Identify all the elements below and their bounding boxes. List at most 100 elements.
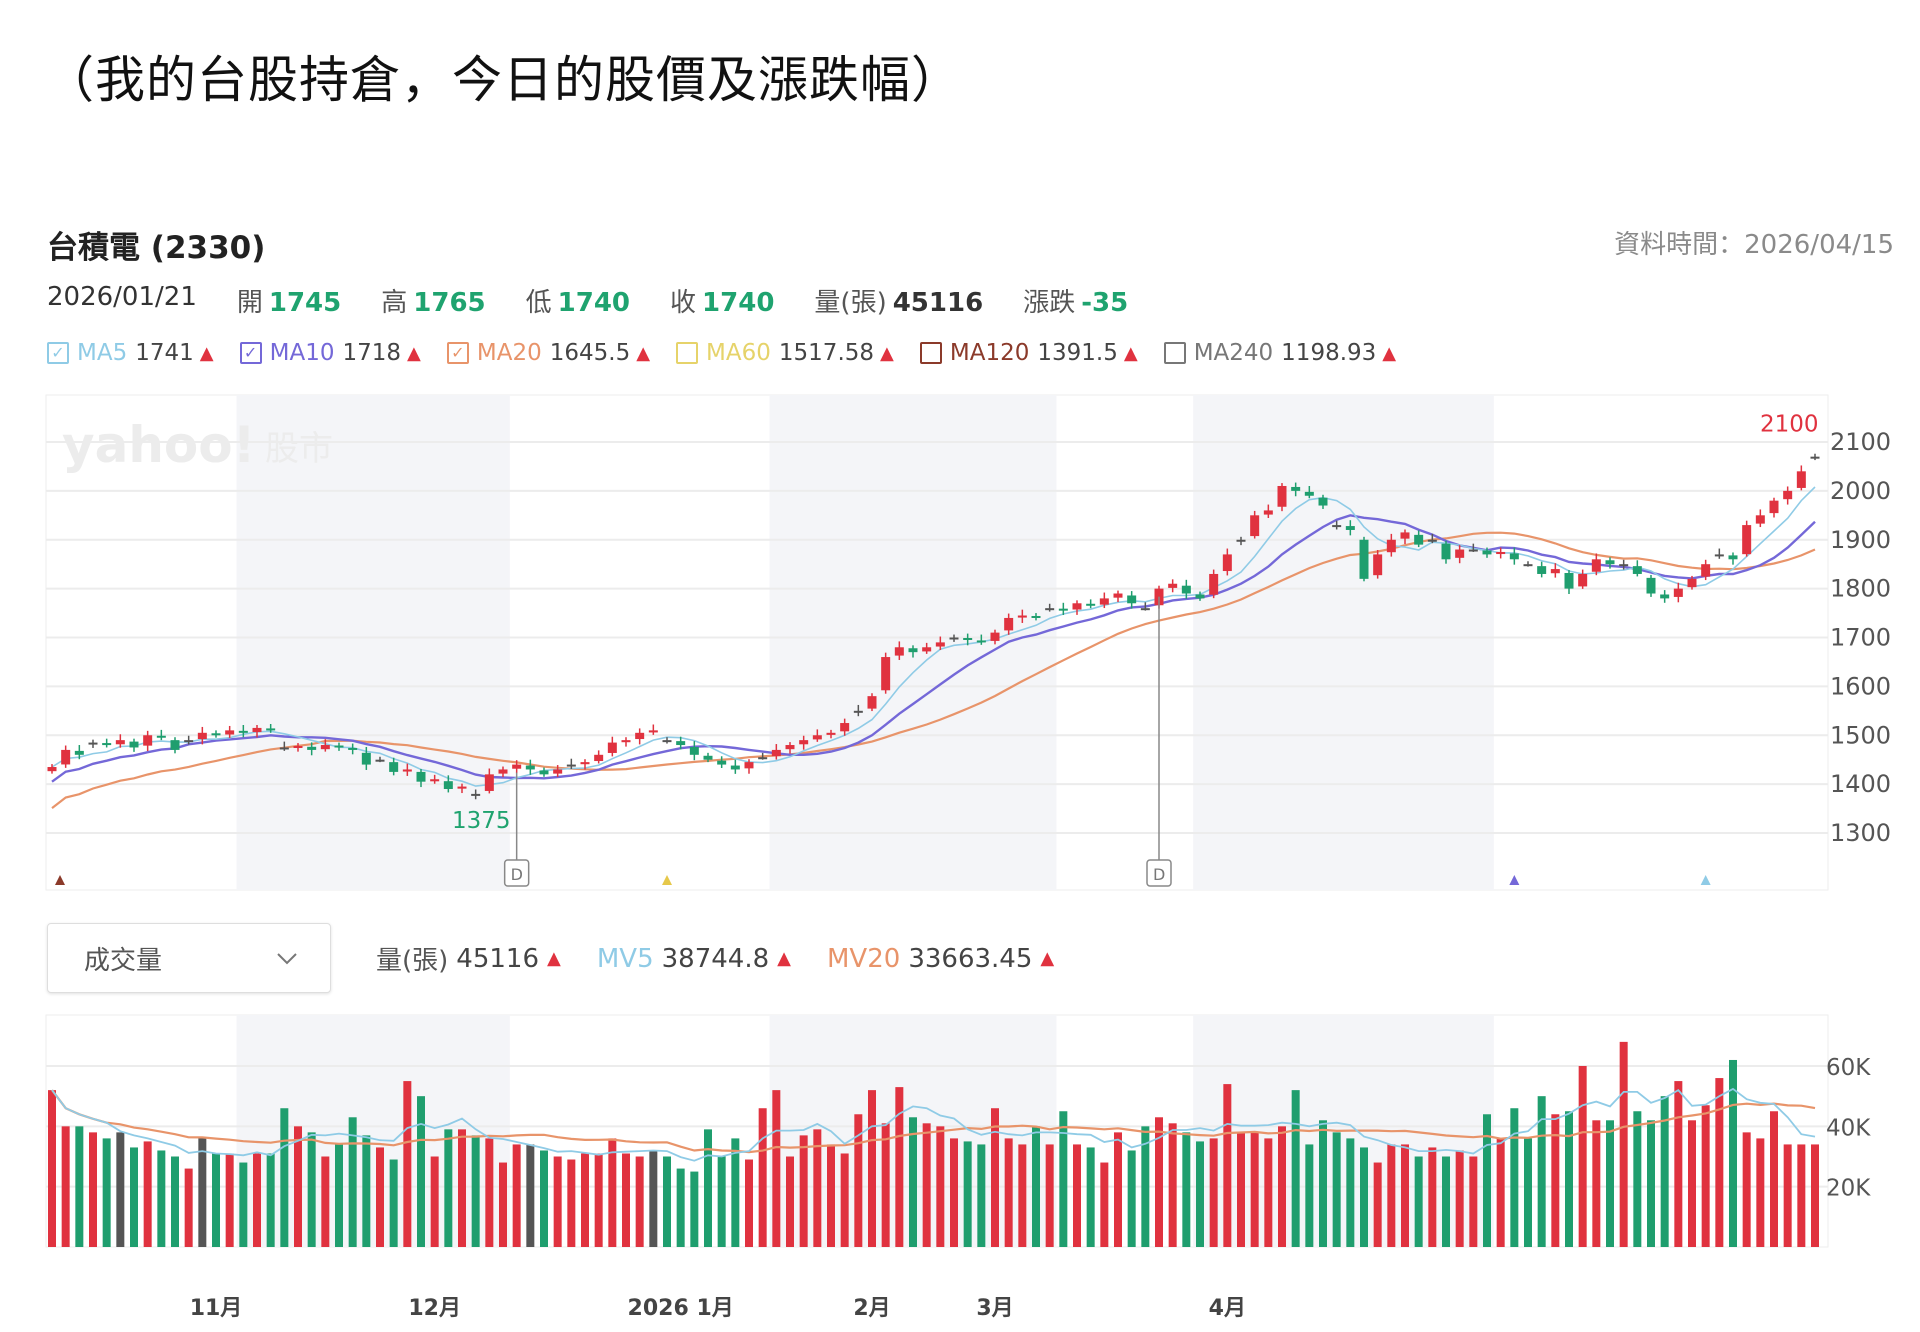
- volume-bar: [1045, 1144, 1054, 1247]
- x-month-label: 3月: [976, 1296, 1014, 1321]
- volume-bar: [1100, 1162, 1109, 1247]
- checkbox-checked-icon[interactable]: ✓: [239, 342, 262, 364]
- ma-name: MA120: [949, 340, 1030, 366]
- candle: [717, 760, 727, 765]
- checkbox-checked-icon[interactable]: ✓: [47, 342, 69, 364]
- volume-bar: [1018, 1144, 1027, 1247]
- volume-bar: [458, 1129, 466, 1247]
- price-candlestick-chart[interactable]: 1300 1400 1500 1600 1700 1800 1900 2000 2100 yaho…: [0, 385, 1920, 905]
- candle: [648, 730, 658, 733]
- candle: [1099, 598, 1109, 605]
- event-marker-icon: [55, 875, 65, 885]
- candle: [211, 733, 221, 736]
- candle: [1591, 559, 1601, 572]
- candle: [703, 755, 713, 760]
- up-triangle-icon: ▲: [636, 342, 651, 364]
- volume-legend-name: 量(張): [376, 946, 449, 976]
- volume-bar: [1319, 1120, 1327, 1247]
- indicator-dropdown[interactable]: 成交量: [47, 923, 331, 993]
- checkbox-empty-icon[interactable]: [919, 342, 942, 364]
- volume-bar: [813, 1129, 822, 1247]
- volume-bar: [1223, 1084, 1232, 1247]
- volume-legend-value: 45116: [456, 943, 540, 974]
- volume-bar: [266, 1153, 275, 1247]
- volume-bar: [1114, 1132, 1122, 1247]
- checkbox-empty-icon[interactable]: [676, 342, 699, 364]
- volume-bar: [1469, 1156, 1478, 1247]
- volume-bar: [963, 1141, 972, 1247]
- ohlc-date: 2026/01/21: [47, 282, 197, 312]
- candle: [1742, 525, 1752, 555]
- volume-bar: [1401, 1144, 1409, 1247]
- volume-bar: [1264, 1138, 1273, 1247]
- volume-bar: [881, 1123, 890, 1247]
- volume-legend-item: MV5 38744.8 ▲: [597, 944, 791, 974]
- volume-bar: [1059, 1111, 1068, 1247]
- volume-bar: [676, 1168, 685, 1247]
- volume-bar: [198, 1138, 207, 1247]
- candle: [525, 765, 535, 770]
- volume-legend-item: 量(張) 45116 ▲: [376, 940, 561, 977]
- chevron-down-icon: [276, 943, 298, 973]
- candle: [1783, 490, 1793, 500]
- candle: [785, 745, 795, 750]
- volume-bar: [1483, 1114, 1491, 1247]
- volume-bar-chart[interactable]: 20K 40K 60K: [0, 1005, 1920, 1285]
- volume-bar: [553, 1156, 562, 1247]
- up-triangle-icon: ▲: [880, 342, 894, 364]
- ma-toggle-ma5[interactable]: ✓ MA5 1741 ▲: [47, 340, 214, 366]
- volume-bar: [840, 1153, 849, 1247]
- y-tick-label: 2000: [1830, 477, 1891, 505]
- candle: [1482, 550, 1492, 555]
- month-band: [769, 395, 1057, 890]
- volume-bar: [389, 1159, 398, 1247]
- volume-bar: [1592, 1120, 1601, 1247]
- volume-bar: [1196, 1141, 1204, 1247]
- ma-toggle-ma120[interactable]: MA120 1391.5 ▲: [919, 340, 1138, 366]
- candle: [334, 745, 344, 748]
- volume-bar: [485, 1138, 494, 1247]
- candle: [1072, 603, 1082, 610]
- candle: [238, 730, 248, 733]
- volume-bar: [1291, 1090, 1300, 1247]
- volume-bar: [403, 1081, 412, 1247]
- candle: [935, 642, 945, 647]
- volume-bar: [1660, 1096, 1669, 1247]
- volume-bar: [1633, 1111, 1642, 1247]
- month-band: [1193, 395, 1494, 890]
- volume-bar: [827, 1144, 835, 1247]
- candle: [1728, 555, 1738, 560]
- volume-bar: [376, 1147, 384, 1247]
- volume-bar: [895, 1087, 904, 1247]
- ohlc-summary: 2026/01/21 開 1745 高 1765 低 1740 收 1740 量(張) 45116…: [47, 282, 1168, 319]
- volume-bar: [786, 1156, 794, 1247]
- candle: [730, 765, 740, 770]
- event-marker-icon: [1509, 875, 1520, 885]
- volume-bar: [567, 1159, 576, 1247]
- volume-bar: [1332, 1132, 1341, 1247]
- candle: [197, 732, 207, 740]
- ma-toggle-ma10[interactable]: ✓ MA10 1718 ▲: [239, 340, 421, 366]
- candle: [361, 752, 371, 765]
- volume-bar: [1729, 1059, 1737, 1247]
- candle: [1564, 572, 1574, 589]
- checkbox-checked-icon[interactable]: ✓: [446, 342, 469, 364]
- volume-bar: [922, 1123, 931, 1247]
- candle: [1181, 585, 1191, 594]
- candle: [594, 754, 604, 762]
- ma-toggle-ma240[interactable]: MA240 1198.93 ▲: [1163, 340, 1396, 366]
- x-month-label: 2月: [853, 1296, 891, 1321]
- ma-toggle-ma60[interactable]: MA60 1517.58 ▲: [676, 340, 894, 366]
- candle: [61, 749, 71, 765]
- volume-bar: [307, 1132, 316, 1247]
- candle: [457, 786, 467, 789]
- volume-bar: [1742, 1132, 1751, 1247]
- candle: [771, 749, 781, 757]
- volume-legend-name: MV5: [596, 943, 654, 974]
- ohlc-value: 1765: [413, 288, 486, 318]
- checkbox-empty-icon[interactable]: [1163, 342, 1186, 364]
- candle: [1427, 539, 1437, 542]
- candle: [307, 746, 317, 750]
- volume-bar: [1305, 1144, 1314, 1247]
- ma-toggle-ma20[interactable]: ✓ MA20 1645.5 ▲: [446, 340, 651, 366]
